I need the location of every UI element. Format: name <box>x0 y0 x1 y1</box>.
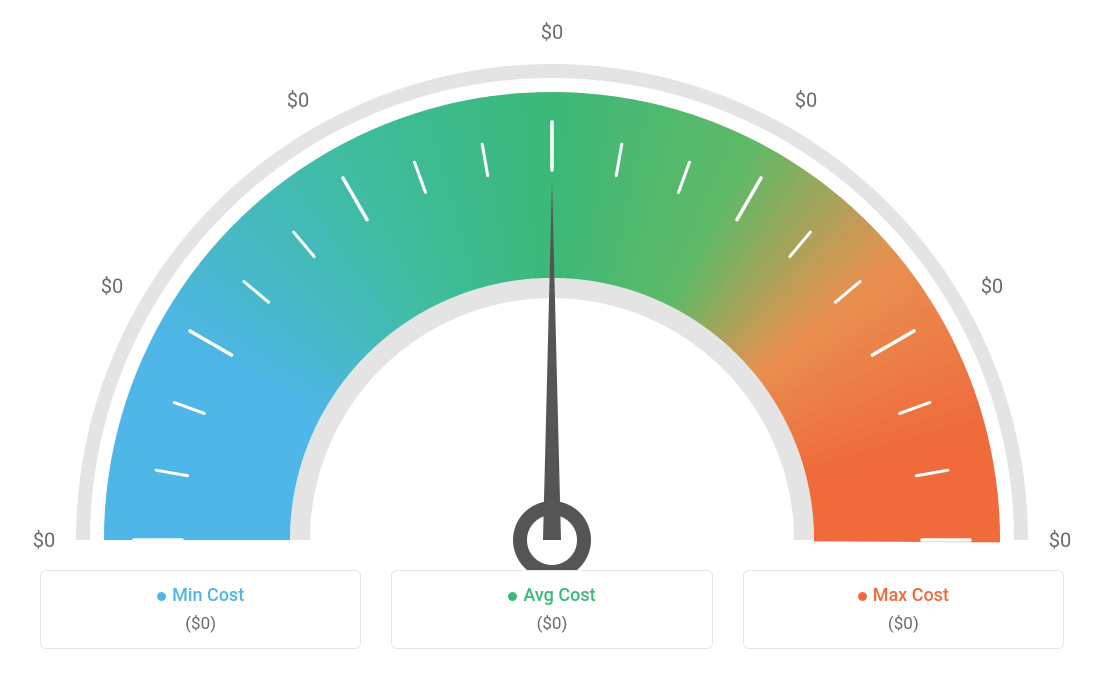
legend-title: Avg Cost <box>392 585 711 606</box>
legend-label-text: Min Cost <box>172 585 244 606</box>
legend-label-text: Avg Cost <box>523 585 595 606</box>
gauge-scale-label: $0 <box>101 274 123 298</box>
legend-row: Min Cost ($0) Avg Cost ($0) Max Cost ($0) <box>0 570 1104 649</box>
gauge-scale-label: $0 <box>1049 528 1071 552</box>
legend-card: Min Cost ($0) <box>40 570 361 649</box>
gauge-chart <box>0 0 1104 570</box>
legend-value: ($0) <box>392 614 711 634</box>
legend-dot-icon <box>508 592 517 601</box>
gauge-scale-label: $0 <box>981 274 1003 298</box>
legend-label-text: Max Cost <box>873 585 949 606</box>
legend-dot-icon <box>157 592 166 601</box>
legend-dot-icon <box>858 592 867 601</box>
gauge-scale-label: $0 <box>287 88 309 112</box>
gauge-scale-label: $0 <box>33 528 55 552</box>
gauge-scale-label: $0 <box>541 20 563 44</box>
legend-card: Max Cost ($0) <box>743 570 1064 649</box>
legend-value: ($0) <box>744 614 1063 634</box>
legend-card: Avg Cost ($0) <box>391 570 712 649</box>
gauge-container: $0 $0 $0 $0 $0 $0 $0 <box>0 0 1104 570</box>
gauge-scale-label: $0 <box>795 88 817 112</box>
legend-value: ($0) <box>41 614 360 634</box>
legend-title: Max Cost <box>744 585 1063 606</box>
legend-title: Min Cost <box>41 585 360 606</box>
